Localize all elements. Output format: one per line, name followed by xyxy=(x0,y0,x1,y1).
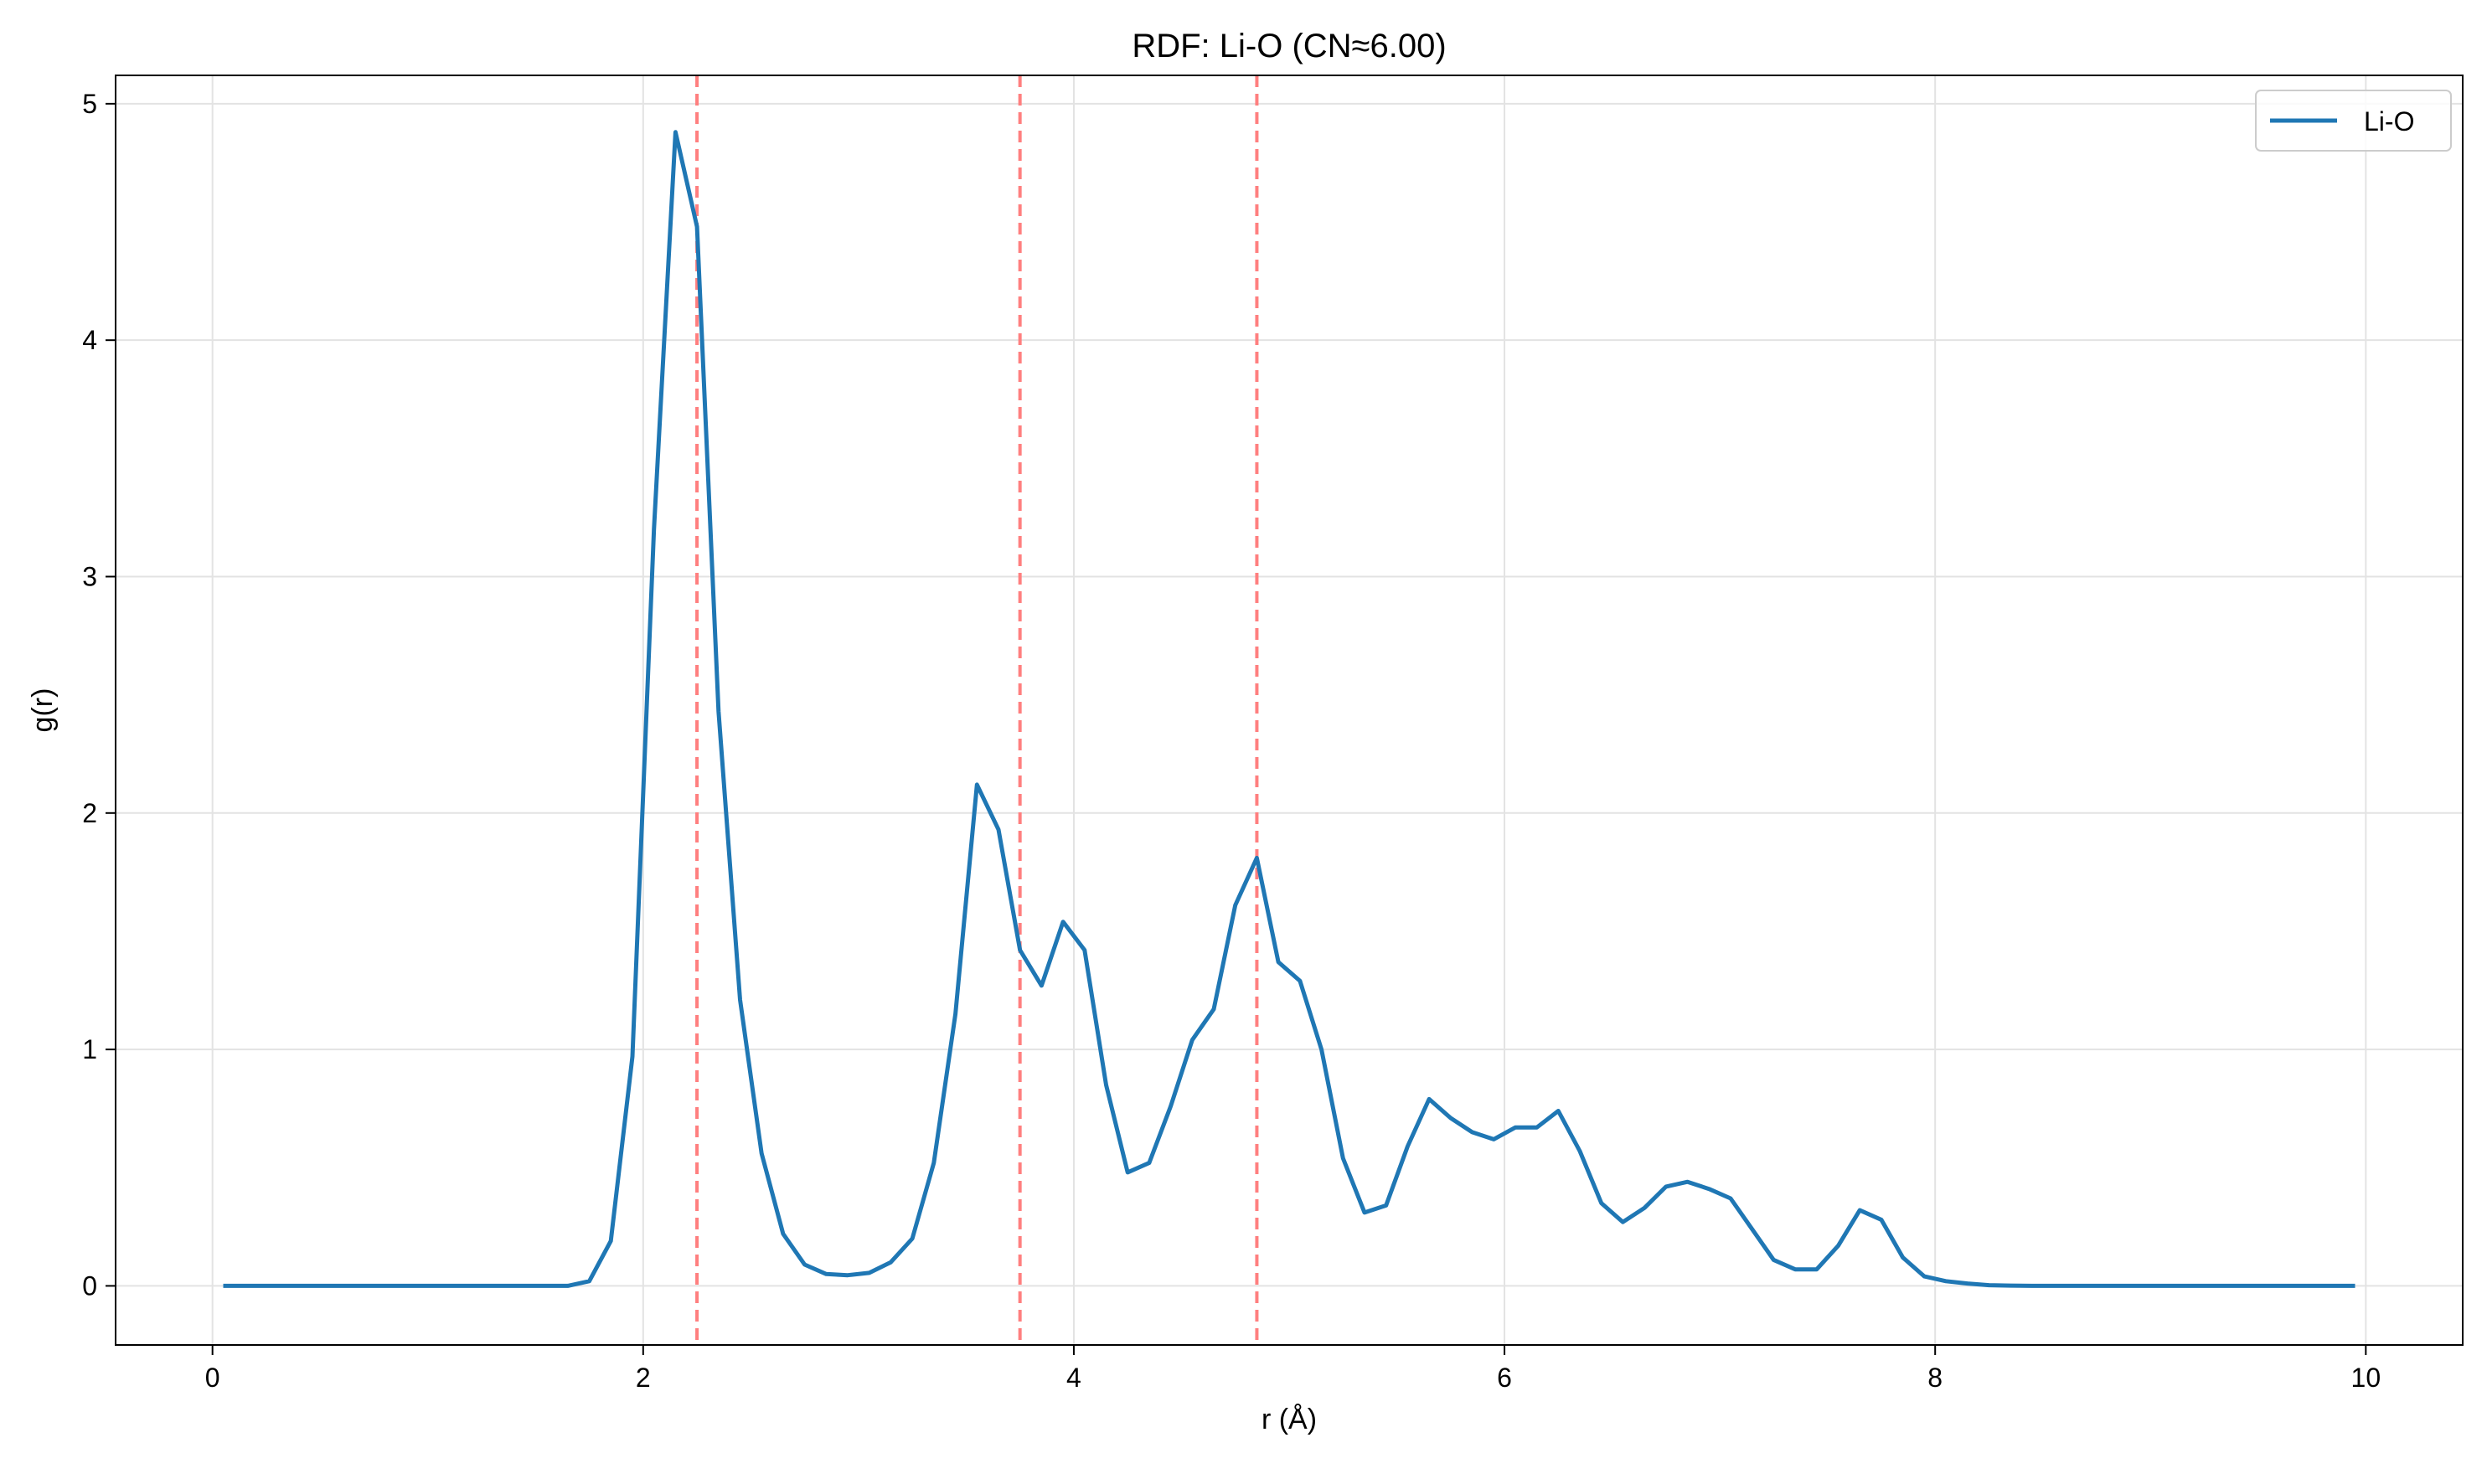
x-tick-label: 8 xyxy=(1927,1363,1943,1393)
y-tick-label: 3 xyxy=(82,561,97,591)
x-tick-label: 0 xyxy=(205,1363,220,1393)
x-axis-ticks: 0 2 4 6 8 10 xyxy=(205,1345,2381,1393)
series-layer xyxy=(223,130,2355,1288)
x-tick-label: 6 xyxy=(1497,1363,1512,1393)
chart-title: RDF: Li-O (CN≈6.00) xyxy=(1132,28,1446,64)
y-tick-label: 4 xyxy=(82,325,97,355)
x-axis-label: r (Å) xyxy=(1262,1404,1317,1435)
legend: Li-O xyxy=(2255,90,2452,152)
x-tick-label: 2 xyxy=(636,1363,651,1393)
plot-frame xyxy=(115,75,2464,1346)
legend-entry-li-o: Li-O xyxy=(2364,106,2414,137)
legend-box xyxy=(2255,90,2452,152)
x-tick-label: 4 xyxy=(1066,1363,1081,1393)
y-tick-label: 0 xyxy=(82,1270,97,1301)
y-axis-ticks: 0 1 2 3 4 5 xyxy=(82,89,116,1301)
y-tick-label: 1 xyxy=(82,1034,97,1064)
reference-lines xyxy=(695,75,1259,1345)
y-tick-label: 2 xyxy=(82,798,97,828)
series-line-li-o xyxy=(223,130,2355,1288)
y-tick-label: 5 xyxy=(82,89,97,119)
y-axis-label: g(r) xyxy=(27,688,59,733)
x-tick-label: 10 xyxy=(2351,1363,2381,1393)
